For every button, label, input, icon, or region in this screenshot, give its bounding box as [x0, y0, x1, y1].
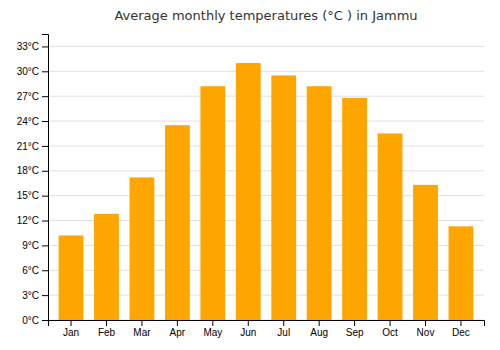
x-tick: Jun — [240, 320, 256, 338]
y-tick: 9°C — [22, 240, 48, 251]
x-tick-mark — [319, 320, 320, 326]
x-tick-mark — [141, 320, 142, 326]
x-tick-label: Feb — [98, 327, 116, 338]
bar — [342, 98, 367, 320]
x-tick: Oct — [382, 320, 398, 338]
bar — [165, 125, 190, 320]
grid-line — [48, 46, 484, 47]
x-tick-label: Jan — [63, 327, 79, 338]
bar — [200, 86, 225, 320]
grid-line — [48, 71, 484, 72]
y-tick-mark — [42, 146, 48, 147]
x-tick: May — [203, 320, 222, 338]
grid-line — [48, 96, 484, 97]
y-tick-label: 21°C — [17, 141, 39, 152]
x-tick-mark — [177, 320, 178, 326]
y-tick-mark — [42, 295, 48, 296]
y-tick: 12°C — [17, 215, 48, 226]
y-tick-label: 0°C — [22, 315, 39, 326]
x-tick-label: Aug — [310, 327, 328, 338]
grid — [48, 46, 484, 320]
x-tick: Dec — [452, 320, 470, 338]
chart: 0°C 3°C 6°C 9°C 12°C 15°C 18°C 21°C 24°C 27°C 30°C… — [0, 0, 500, 350]
x-tick-label: Jun — [240, 327, 256, 338]
y-tick-mark — [42, 320, 48, 321]
x-tick-label: Mar — [133, 327, 151, 338]
x-tick-mark — [106, 320, 107, 326]
y-tick: 30°C — [17, 66, 48, 77]
x-tick-mark — [354, 320, 355, 326]
x-tick-label: Oct — [382, 327, 398, 338]
x-tick-label: Apr — [170, 327, 186, 338]
y-tick-mark — [42, 96, 48, 97]
y-tick: 24°C — [17, 116, 48, 127]
bar — [59, 235, 84, 320]
x-tick-mark — [425, 320, 426, 326]
bar — [271, 75, 296, 320]
x-tick: Jan — [63, 320, 79, 338]
x-tick-label: Sep — [346, 327, 364, 338]
y-tick-label: 27°C — [17, 91, 39, 102]
x-tick-mark — [460, 320, 461, 326]
y-axis-line — [42, 35, 49, 321]
y-tick-label: 9°C — [22, 240, 39, 251]
x-tick-label: Dec — [452, 327, 470, 338]
x-tick: Sep — [346, 320, 364, 338]
y-tick-mark — [42, 245, 48, 246]
grid-line — [48, 170, 484, 171]
x-tick: Apr — [170, 320, 186, 338]
x-tick-mark — [71, 320, 72, 326]
y-tick: 6°C — [22, 265, 48, 276]
y-tick: 21°C — [17, 141, 48, 152]
y-tick-mark — [42, 121, 48, 122]
x-axis-line — [49, 321, 485, 327]
y-tick-mark — [42, 196, 48, 197]
y-tick-mark — [42, 221, 48, 222]
y-tick: 18°C — [17, 165, 48, 176]
y-axis: 0°C 3°C 6°C 9°C 12°C 15°C 18°C 21°C 24°C 27°C 30°C… — [17, 35, 49, 326]
bar — [236, 63, 261, 320]
y-tick: 3°C — [22, 290, 48, 301]
y-tick-label: 24°C — [17, 116, 39, 127]
y-tick-mark — [42, 46, 48, 47]
plot: 0°C 3°C 6°C 9°C 12°C 15°C 18°C 21°C 24°C 27°C 30°C… — [17, 35, 485, 339]
y-tick-label: 30°C — [17, 66, 39, 77]
grid-line — [48, 145, 484, 146]
x-tick: Nov — [417, 320, 435, 338]
bar — [130, 177, 155, 320]
title: Average monthly temperatures (°C ) in Ja… — [114, 8, 417, 23]
bar — [413, 185, 438, 320]
y-tick-mark — [42, 270, 48, 271]
x-tick-label: May — [203, 327, 222, 338]
y-tick: 33°C — [17, 41, 48, 52]
x-tick-mark — [283, 320, 284, 326]
x-tick-label: Jul — [277, 327, 290, 338]
bar — [378, 133, 403, 320]
y-tick: 15°C — [17, 190, 48, 201]
x-tick-label: Nov — [417, 327, 435, 338]
bar — [307, 86, 332, 320]
y-tick-label: 15°C — [17, 190, 39, 201]
bar — [94, 214, 119, 320]
grid-line — [48, 121, 484, 122]
y-tick-label: 6°C — [22, 265, 39, 276]
bars — [59, 63, 474, 320]
y-tick: 0°C — [22, 315, 48, 326]
y-tick-mark — [42, 171, 48, 172]
x-tick: Feb — [98, 320, 116, 338]
y-tick-label: 12°C — [17, 215, 39, 226]
y-tick: 27°C — [17, 91, 48, 102]
x-tick-mark — [248, 320, 249, 326]
y-tick-label: 3°C — [22, 290, 39, 301]
bar — [449, 226, 474, 320]
x-tick: Jul — [277, 320, 290, 338]
x-tick: Aug — [310, 320, 328, 338]
x-axis: Jan Feb Mar Apr May Jun Jul Aug Sep Oct Nov Dec — [49, 320, 485, 338]
x-tick: Mar — [133, 320, 151, 338]
x-tick-mark — [390, 320, 391, 326]
x-tick-mark — [212, 320, 213, 326]
y-tick-mark — [42, 71, 48, 72]
y-tick-label: 33°C — [17, 41, 39, 52]
y-tick-label: 18°C — [17, 165, 39, 176]
